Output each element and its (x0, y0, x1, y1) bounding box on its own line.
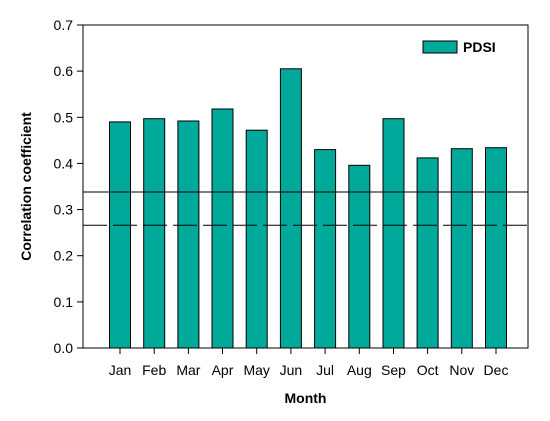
legend-swatch (422, 40, 458, 54)
bar-apr (211, 108, 234, 349)
y-tick-label: 0.1 (54, 294, 74, 310)
bar-jan (109, 121, 131, 349)
x-axis-title: Month (285, 390, 327, 406)
bar-nov (450, 148, 473, 349)
x-tick-label: Dec (484, 362, 509, 378)
y-tick-label: 0.3 (54, 202, 74, 218)
x-axis: Jan Feb Mar Apr May Jun Jul Aug Sep Oct Nov Dec (109, 348, 509, 378)
x-tick-label: Oct (417, 362, 439, 378)
y-tick-label: 0.6 (54, 63, 74, 79)
x-tick-label: Aug (347, 362, 372, 378)
x-tick-label: Sep (381, 362, 406, 378)
x-tick-label: Jun (280, 362, 303, 378)
plot-frame (82, 24, 529, 349)
y-axis-title: Correlation coefficient (18, 112, 34, 261)
bar-jul (314, 149, 337, 349)
bar-jun (279, 68, 302, 349)
reference-lines (83, 191, 528, 226)
x-tick-label: Nov (449, 362, 474, 378)
legend: PDSI (422, 39, 496, 55)
y-tick-label: 0.0 (54, 340, 74, 356)
x-tick-label: Mar (176, 362, 200, 378)
x-tick-label: Jul (316, 362, 334, 378)
bar-oct (416, 157, 439, 349)
x-tick-label: Feb (142, 362, 166, 378)
bars-layer (109, 68, 507, 349)
bar-mar (177, 120, 200, 349)
x-tick-label: May (243, 362, 269, 378)
bar-sep (382, 118, 405, 349)
legend-label: PDSI (463, 39, 496, 55)
x-tick-label: Jan (109, 362, 132, 378)
y-axis: 0.0 0.1 0.2 0.3 0.4 0.5 0.6 0.7 (54, 17, 83, 356)
bar-aug (348, 164, 371, 349)
bar-may (245, 129, 268, 349)
y-tick-label: 0.7 (54, 17, 74, 33)
bar-feb (143, 118, 166, 349)
y-tick-label: 0.5 (54, 109, 74, 125)
y-tick-label: 0.2 (54, 248, 74, 264)
x-tick-label: Apr (212, 362, 234, 378)
y-tick-label: 0.4 (54, 155, 74, 171)
bar-dec (485, 147, 507, 349)
